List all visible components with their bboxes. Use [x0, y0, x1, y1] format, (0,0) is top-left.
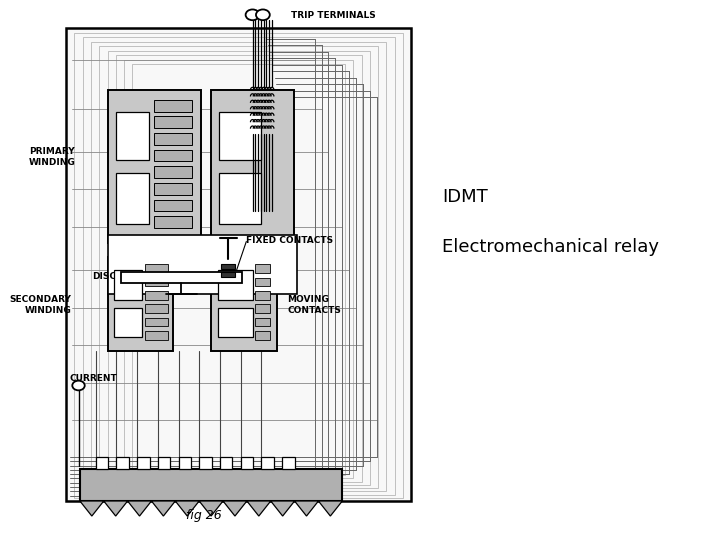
Bar	[256, 264, 271, 273]
Polygon shape	[271, 501, 294, 516]
Bar	[240, 457, 253, 469]
Bar	[132, 64, 345, 475]
Bar	[107, 256, 173, 350]
Bar	[145, 291, 168, 300]
Polygon shape	[199, 501, 223, 516]
Circle shape	[246, 9, 259, 20]
Bar	[122, 272, 242, 284]
Circle shape	[256, 9, 270, 20]
Bar	[155, 217, 192, 228]
Bar	[155, 200, 192, 212]
Bar	[74, 33, 403, 498]
Bar	[158, 457, 171, 469]
Text: MOVING
CONTACTS: MOVING CONTACTS	[287, 295, 341, 315]
Bar	[199, 457, 212, 469]
Polygon shape	[127, 501, 151, 516]
Text: FIXED CONTACTS: FIXED CONTACTS	[246, 236, 333, 245]
Polygon shape	[318, 501, 342, 516]
Polygon shape	[175, 501, 199, 516]
Bar	[117, 457, 129, 469]
Bar	[66, 28, 411, 501]
Bar	[211, 256, 276, 350]
Bar	[155, 133, 192, 145]
Bar	[114, 308, 142, 337]
Bar	[256, 291, 271, 300]
Bar	[256, 278, 271, 286]
Text: IDMT: IDMT	[442, 187, 488, 206]
Bar	[96, 457, 108, 469]
Bar	[256, 318, 271, 326]
Bar	[145, 278, 168, 286]
Bar	[211, 90, 294, 243]
Bar	[145, 318, 168, 326]
Bar	[155, 166, 192, 178]
Bar	[107, 51, 370, 485]
Bar	[116, 173, 149, 224]
Bar	[222, 272, 235, 277]
Text: PRIMARY
WINDING: PRIMARY WINDING	[28, 147, 75, 167]
Bar	[155, 116, 192, 128]
Text: DISC: DISC	[92, 272, 117, 281]
Bar	[261, 457, 274, 469]
Bar	[220, 173, 261, 224]
Bar	[80, 469, 342, 501]
Bar	[107, 90, 201, 243]
Bar	[116, 112, 149, 160]
Bar	[124, 60, 354, 478]
Bar	[83, 37, 395, 495]
Circle shape	[72, 381, 85, 390]
Polygon shape	[80, 501, 104, 516]
Bar	[179, 457, 191, 469]
Bar	[282, 457, 294, 469]
Polygon shape	[247, 501, 271, 516]
Bar	[220, 457, 233, 469]
Bar	[99, 46, 378, 488]
Polygon shape	[223, 501, 247, 516]
Bar	[222, 264, 235, 269]
Bar	[145, 264, 168, 273]
Bar	[107, 235, 297, 294]
Bar	[155, 150, 192, 161]
Text: SECONDARY
WINDING: SECONDARY WINDING	[10, 295, 71, 315]
Polygon shape	[294, 501, 318, 516]
Bar	[256, 331, 271, 340]
Polygon shape	[104, 501, 127, 516]
Bar	[218, 270, 253, 300]
Text: TRIP TERMINALS: TRIP TERMINALS	[290, 11, 375, 20]
Bar	[155, 100, 192, 112]
Bar	[114, 270, 142, 300]
Bar	[218, 308, 253, 337]
Bar	[145, 305, 168, 313]
Bar	[220, 112, 261, 160]
Text: fig 26: fig 26	[186, 510, 222, 523]
Polygon shape	[151, 501, 175, 516]
Bar	[145, 331, 168, 340]
Bar	[138, 457, 150, 469]
Text: Electromechanical relay: Electromechanical relay	[442, 238, 660, 256]
Bar	[91, 42, 387, 491]
Bar	[155, 183, 192, 195]
Bar	[116, 55, 361, 482]
Text: CURRENT: CURRENT	[70, 374, 117, 383]
Bar	[256, 305, 271, 313]
